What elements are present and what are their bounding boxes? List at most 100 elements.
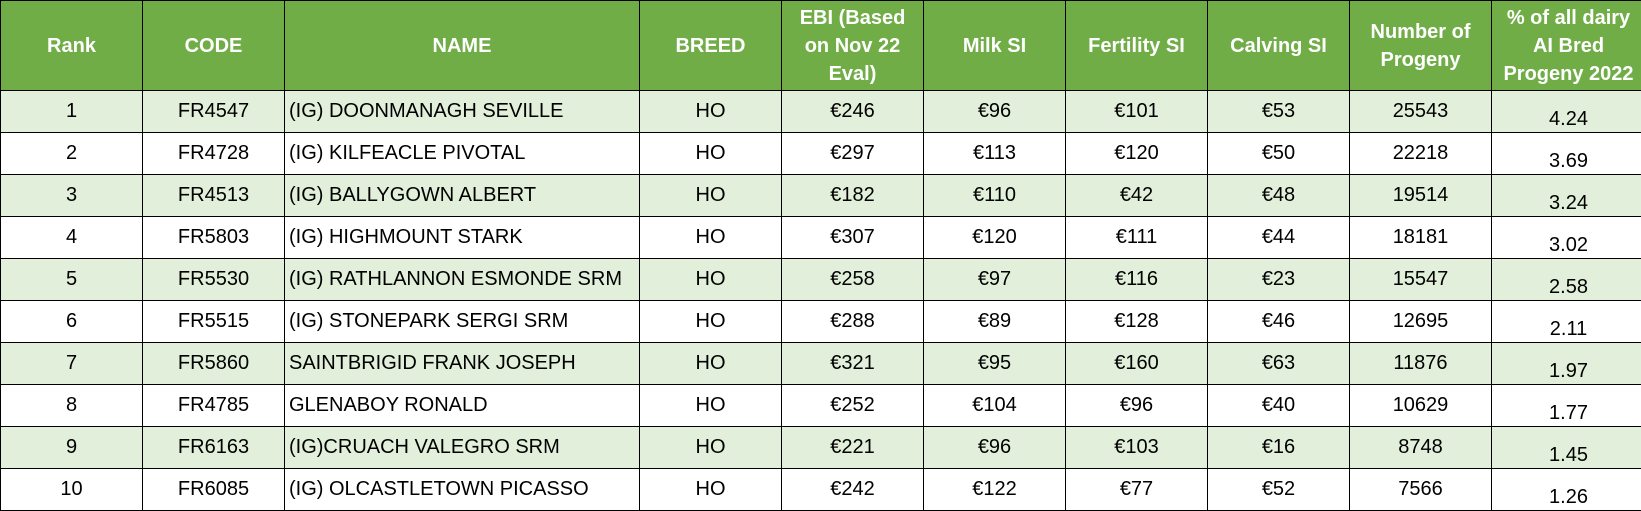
cell-fertility-si: €101	[1066, 91, 1208, 133]
cell-calving-si: €50	[1208, 133, 1350, 175]
cell-calving-si: €63	[1208, 343, 1350, 385]
table-header: Rank CODE NAME BREED EBI (Based on Nov 2…	[1, 1, 1641, 91]
cell-progeny: 15547	[1350, 259, 1492, 301]
cell-pct: 3.69	[1492, 133, 1641, 175]
cell-pct: 4.24	[1492, 91, 1641, 133]
cell-progeny: 19514	[1350, 175, 1492, 217]
cell-fertility-si: €128	[1066, 301, 1208, 343]
cell-progeny: 11876	[1350, 343, 1492, 385]
cell-milk-si: €113	[924, 133, 1066, 175]
cell-breed: HO	[640, 133, 782, 175]
header-progeny: Number of Progeny	[1350, 1, 1492, 91]
header-name: NAME	[285, 1, 640, 91]
table-row: 1 FR4547 (IG) DOONMANAGH SEVILLE HO €246…	[1, 91, 1641, 133]
table-row: 9 FR6163 (IG)CRUACH VALEGRO SRM HO €221 …	[1, 427, 1641, 469]
cell-calving-si: €44	[1208, 217, 1350, 259]
cell-breed: HO	[640, 175, 782, 217]
cell-pct: 1.77	[1492, 385, 1641, 427]
cell-rank: 5	[1, 259, 143, 301]
cell-breed: HO	[640, 427, 782, 469]
cell-calving-si: €40	[1208, 385, 1350, 427]
cell-progeny: 7566	[1350, 469, 1492, 511]
header-ebi: EBI (Based on Nov 22 Eval)	[782, 1, 924, 91]
cell-name: (IG) STONEPARK SERGI SRM	[285, 301, 640, 343]
cell-pct: 3.02	[1492, 217, 1641, 259]
cell-breed: HO	[640, 217, 782, 259]
cell-milk-si: €96	[924, 91, 1066, 133]
cell-ebi: €252	[782, 385, 924, 427]
cell-fertility-si: €77	[1066, 469, 1208, 511]
cell-ebi: €258	[782, 259, 924, 301]
header-calving-si: Calving SI	[1208, 1, 1350, 91]
cell-progeny: 12695	[1350, 301, 1492, 343]
cell-code: FR6163	[143, 427, 285, 469]
header-fertility-si: Fertility SI	[1066, 1, 1208, 91]
cell-calving-si: €46	[1208, 301, 1350, 343]
cell-ebi: €297	[782, 133, 924, 175]
cell-progeny: 25543	[1350, 91, 1492, 133]
cell-breed: HO	[640, 91, 782, 133]
cell-name: (IG) KILFEACLE PIVOTAL	[285, 133, 640, 175]
cell-code: FR6085	[143, 469, 285, 511]
cell-name: (IG) DOONMANAGH SEVILLE	[285, 91, 640, 133]
cell-code: FR4785	[143, 385, 285, 427]
cell-name: (IG) RATHLANNON ESMONDE SRM	[285, 259, 640, 301]
cell-rank: 4	[1, 217, 143, 259]
header-breed: BREED	[640, 1, 782, 91]
cell-rank: 6	[1, 301, 143, 343]
cell-pct: 2.11	[1492, 301, 1641, 343]
cell-pct: 1.45	[1492, 427, 1641, 469]
cell-breed: HO	[640, 469, 782, 511]
cell-milk-si: €122	[924, 469, 1066, 511]
cell-progeny: 10629	[1350, 385, 1492, 427]
cell-calving-si: €52	[1208, 469, 1350, 511]
cell-name: SAINTBRIGID FRANK JOSEPH	[285, 343, 640, 385]
cell-milk-si: €89	[924, 301, 1066, 343]
cell-rank: 3	[1, 175, 143, 217]
cell-rank: 1	[1, 91, 143, 133]
cell-breed: HO	[640, 259, 782, 301]
table-row: 8 FR4785 GLENABOY RONALD HO €252 €104 €9…	[1, 385, 1641, 427]
table-body: 1 FR4547 (IG) DOONMANAGH SEVILLE HO €246…	[1, 91, 1641, 511]
table-row: 4 FR5803 (IG) HIGHMOUNT STARK HO €307 €1…	[1, 217, 1641, 259]
cell-code: FR4547	[143, 91, 285, 133]
cell-code: FR5860	[143, 343, 285, 385]
cell-name: (IG)CRUACH VALEGRO SRM	[285, 427, 640, 469]
cell-progeny: 18181	[1350, 217, 1492, 259]
header-milk-si: Milk SI	[924, 1, 1066, 91]
cell-rank: 7	[1, 343, 143, 385]
cell-ebi: €246	[782, 91, 924, 133]
cell-calving-si: €23	[1208, 259, 1350, 301]
cell-milk-si: €110	[924, 175, 1066, 217]
cell-milk-si: €104	[924, 385, 1066, 427]
table-row: 7 FR5860 SAINTBRIGID FRANK JOSEPH HO €32…	[1, 343, 1641, 385]
cell-pct: 1.26	[1492, 469, 1641, 511]
cell-ebi: €288	[782, 301, 924, 343]
header-code: CODE	[143, 1, 285, 91]
cell-milk-si: €95	[924, 343, 1066, 385]
cell-code: FR5530	[143, 259, 285, 301]
cell-milk-si: €120	[924, 217, 1066, 259]
header-row: Rank CODE NAME BREED EBI (Based on Nov 2…	[1, 1, 1641, 91]
cell-calving-si: €53	[1208, 91, 1350, 133]
cell-fertility-si: €111	[1066, 217, 1208, 259]
cell-code: FR5515	[143, 301, 285, 343]
cell-code: FR4728	[143, 133, 285, 175]
cell-rank: 10	[1, 469, 143, 511]
cell-fertility-si: €96	[1066, 385, 1208, 427]
cell-name: (IG) HIGHMOUNT STARK	[285, 217, 640, 259]
cell-ebi: €321	[782, 343, 924, 385]
cell-breed: HO	[640, 385, 782, 427]
cell-pct: 3.24	[1492, 175, 1641, 217]
table-row: 2 FR4728 (IG) KILFEACLE PIVOTAL HO €297 …	[1, 133, 1641, 175]
cell-progeny: 8748	[1350, 427, 1492, 469]
cell-calving-si: €48	[1208, 175, 1350, 217]
header-rank: Rank	[1, 1, 143, 91]
cell-calving-si: €16	[1208, 427, 1350, 469]
cell-ebi: €221	[782, 427, 924, 469]
cell-rank: 9	[1, 427, 143, 469]
cell-fertility-si: €116	[1066, 259, 1208, 301]
cell-pct: 1.97	[1492, 343, 1641, 385]
cell-breed: HO	[640, 301, 782, 343]
